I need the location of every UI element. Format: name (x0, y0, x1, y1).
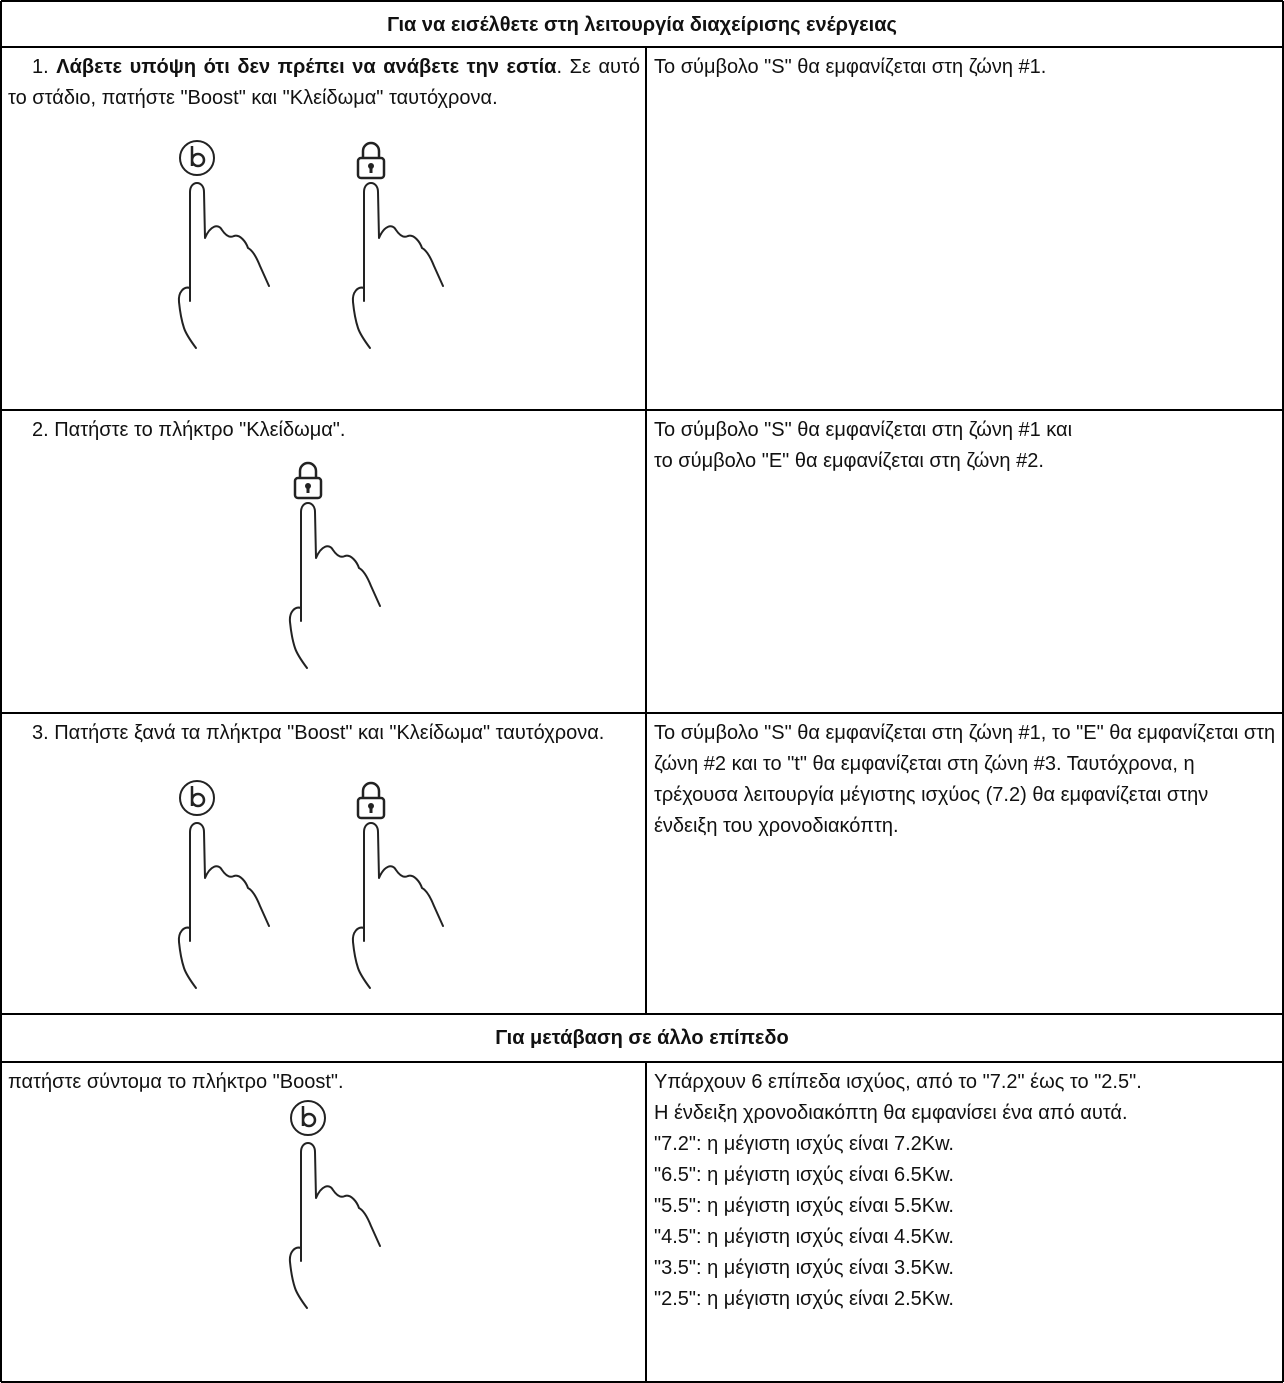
result-text: "4.5": η μέγιστη ισχύς είναι 4.5Kw. (654, 1226, 954, 1248)
section-heading: Για μετάβαση σε άλλο επίπεδο (495, 1027, 789, 1049)
result-cell: Το σύμβολο "S" θα εμφανίζεται στη ζώνη #… (648, 714, 1282, 1014)
result-cell: Υπάρχουν 6 επίπεδα ισχύος, από το "7.2" … (648, 1063, 1282, 1381)
lock-hand-icon (346, 136, 466, 356)
result-cell: Το σύμβολο "S" θα εμφανίζεται στη ζώνη #… (648, 411, 1282, 713)
lock-hand-icon (283, 456, 403, 676)
step-cell: πατήστε σύντομα το πλήκτρο "Boost". (2, 1063, 646, 1381)
boost-hand-icon (283, 1096, 403, 1316)
result-cell: Το σύμβολο "S" θα εμφανίζεται στη ζώνη #… (648, 48, 1282, 410)
step-cell: 1. Λάβετε υπόψη ότι δεν πρέπει να ανάβετ… (2, 48, 646, 410)
result-text: "2.5": η μέγιστη ισχύς είναι 2.5Kw. (654, 1288, 954, 1310)
result-text: "5.5": η μέγιστη ισχύς είναι 5.5Kw. (654, 1195, 954, 1217)
boost-hand-icon (172, 776, 292, 996)
step-warning: Λάβετε υπόψη ότι δεν πρέπει να ανάβετε τ… (56, 56, 557, 78)
step-cell: 2. Πατήστε το πλήκτρο "Κλείδωμα". (2, 411, 646, 713)
result-text: Το σύμβολο "S" θα εμφανίζεται στη ζώνη #… (654, 722, 1276, 837)
step-number: 1. (32, 56, 49, 78)
step-cell: 3. Πατήστε ξανά τα πλήκτρα "Boost" και "… (2, 714, 646, 1014)
step-text: . Σε αυτό το στάδιο, πατήστε "Boost" και… (8, 56, 640, 109)
result-text: "6.5": η μέγιστη ισχύς είναι 6.5Kw. (654, 1164, 954, 1186)
result-text: Το σύμβολο "S" θα εμφανίζεται στη ζώνη #… (654, 419, 1073, 441)
result-text: Η ένδειξη χρονοδιακόπτη θα εμφανίσει ένα… (654, 1102, 1128, 1124)
result-text: το σύμβολο "E" θα εμφανίζεται στη ζώνη #… (654, 450, 1044, 472)
lock-hand-icon (346, 776, 466, 996)
result-text: "7.2": η μέγιστη ισχύς είναι 7.2Kw. (654, 1133, 954, 1155)
result-text: Υπάρχουν 6 επίπεδα ισχύος, από το "7.2" … (654, 1071, 1142, 1093)
section-heading: Για να εισέλθετε στη λειτουργία διαχείρι… (387, 14, 897, 36)
result-text: Το σύμβολο "S" θα εμφανίζεται στη ζώνη #… (654, 56, 1047, 78)
step-text: 2. Πατήστε το πλήκτρο "Κλείδωμα". (32, 419, 346, 441)
result-text: "3.5": η μέγιστη ισχύς είναι 3.5Kw. (654, 1257, 954, 1279)
boost-hand-icon (172, 136, 292, 356)
step-text: πατήστε σύντομα το πλήκτρο "Boost". (8, 1071, 344, 1093)
step-text: 3. Πατήστε ξανά τα πλήκτρα "Boost" και "… (32, 722, 605, 744)
